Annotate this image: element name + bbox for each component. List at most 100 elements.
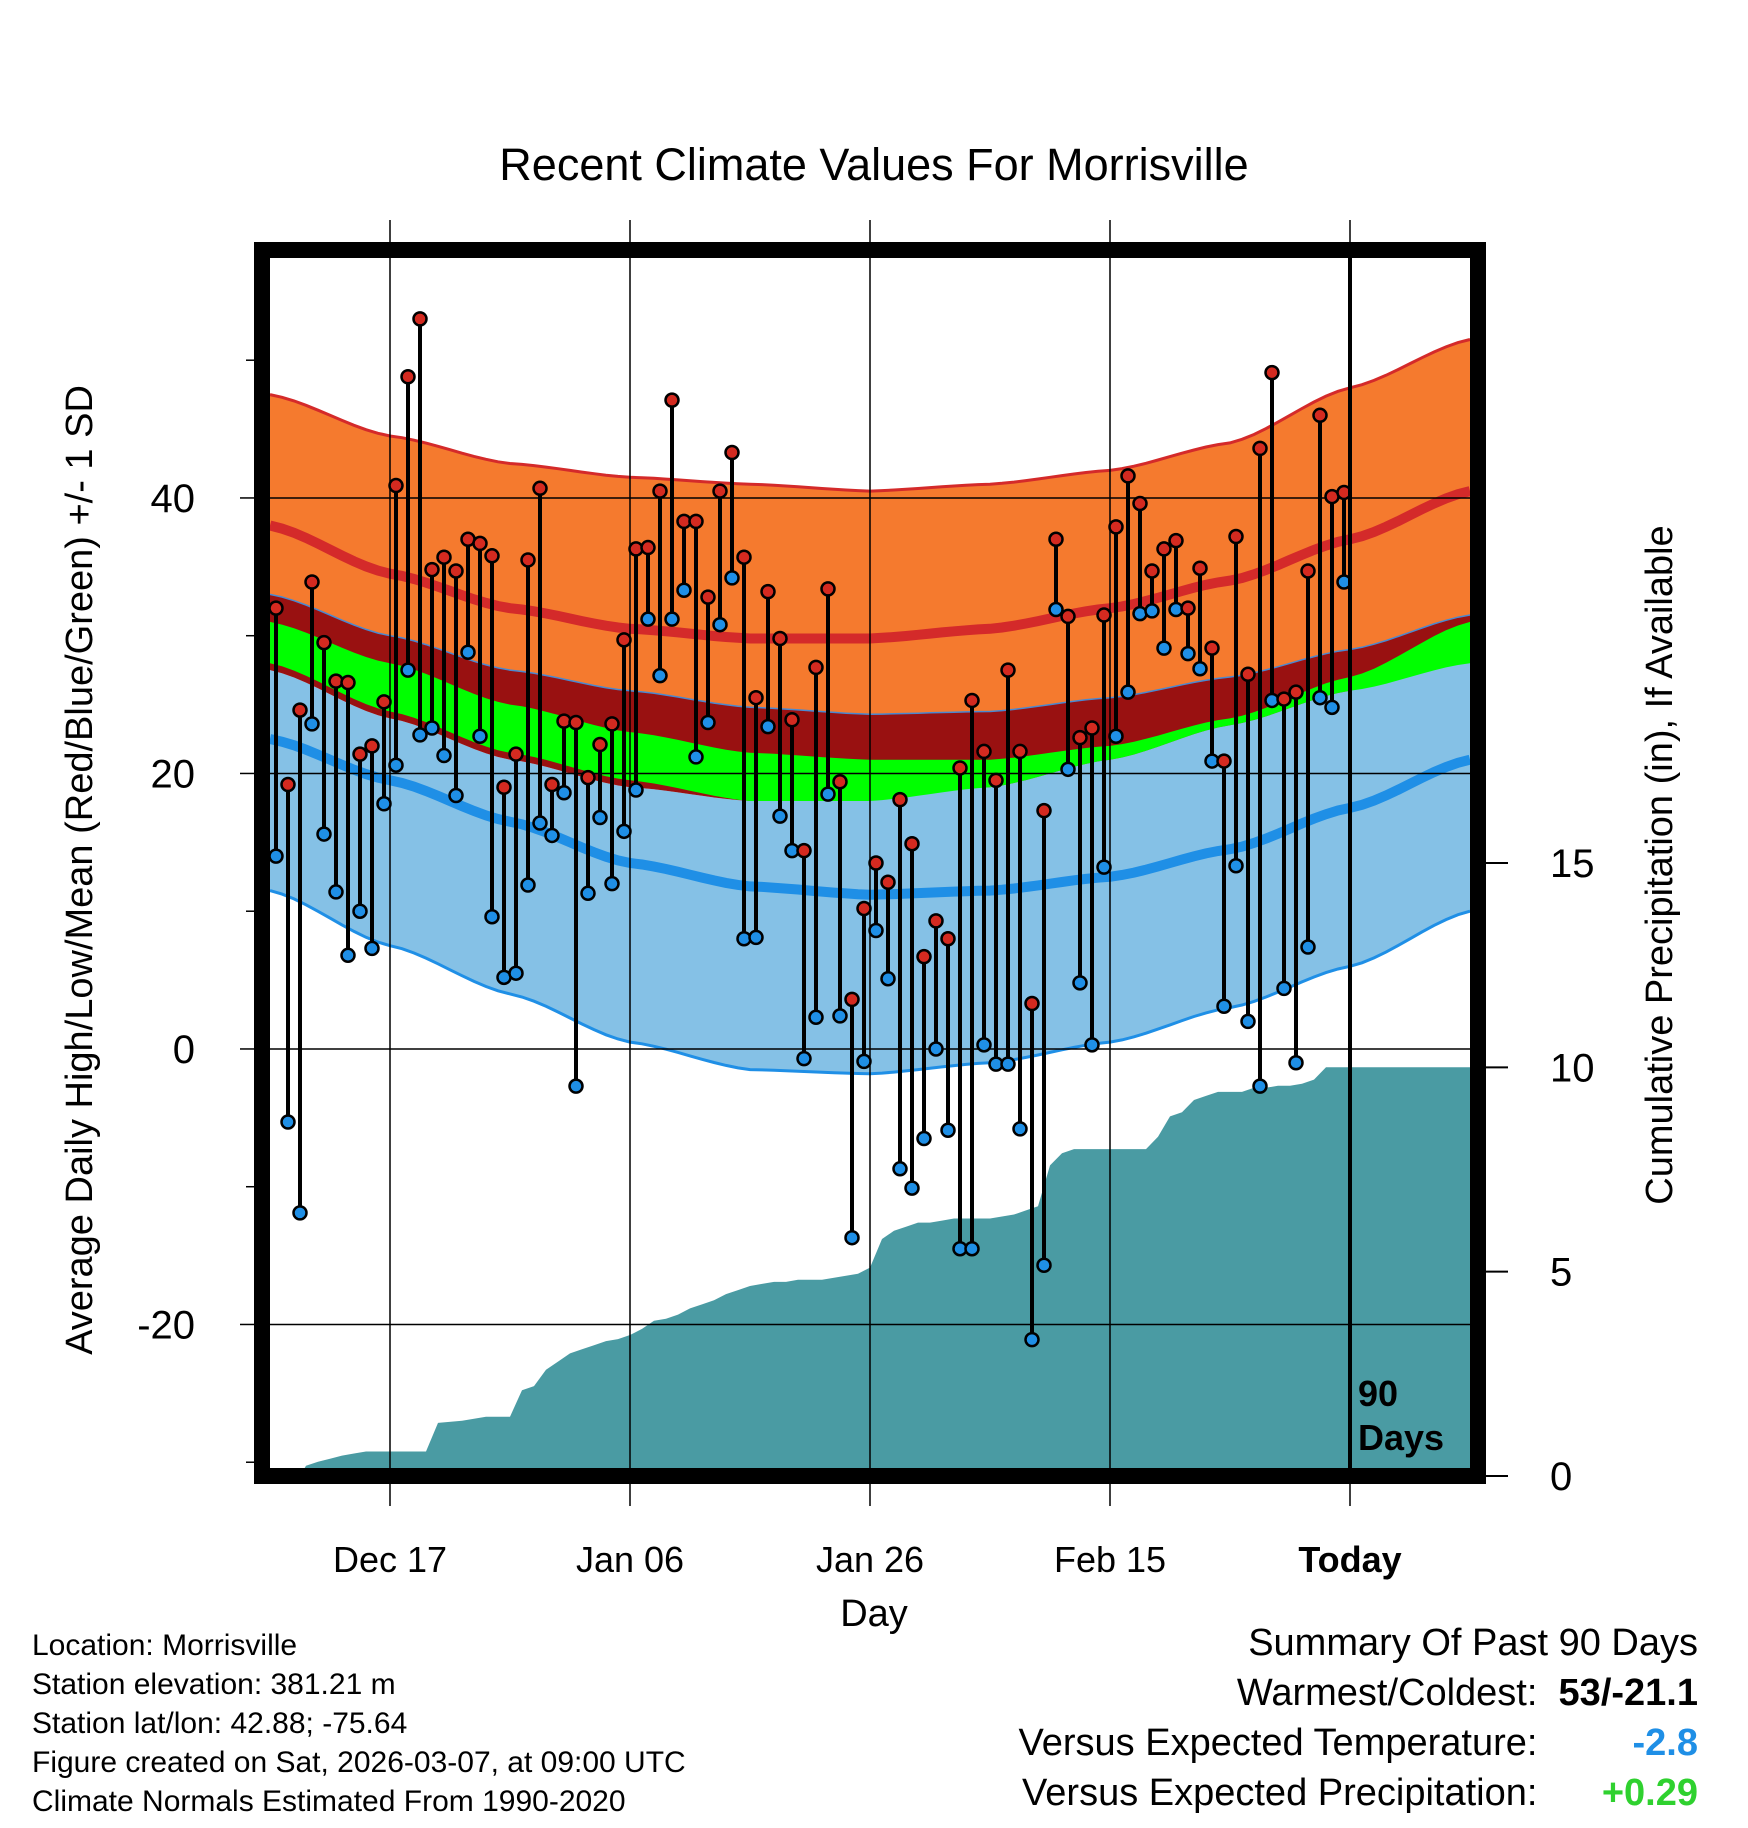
- daily-high-point: [352, 746, 368, 762]
- daily-high-point: [292, 702, 308, 718]
- daily-low-point: [748, 929, 764, 946]
- daily-low-point: [580, 885, 596, 902]
- daily-low-point: [640, 611, 656, 627]
- daily-low-point: [820, 786, 836, 802]
- daily-high-point: [844, 991, 860, 1008]
- daily-low-point: [628, 782, 644, 798]
- daily-low-point: [592, 809, 608, 826]
- daily-low-point: [1312, 689, 1328, 706]
- daily-low-point: [292, 1205, 308, 1221]
- daily-low-point: [700, 714, 716, 731]
- daily-low-point: [1276, 980, 1292, 997]
- y-tick-label: -20: [137, 1303, 195, 1347]
- daily-low-point: [976, 1037, 992, 1053]
- mean-sd-band: [270, 621, 1470, 801]
- daily-low-point: [1108, 728, 1124, 745]
- daily-low-point: [388, 757, 404, 773]
- x-tick-label: Jan 26: [816, 1539, 924, 1580]
- daily-low-point: [904, 1180, 920, 1196]
- daily-high-point: [976, 743, 992, 760]
- y2-tick-label: 5: [1550, 1251, 1572, 1295]
- daily-low-point: [844, 1229, 860, 1246]
- daily-low-point: [484, 908, 500, 925]
- daily-low-point: [868, 922, 884, 939]
- daily-high-point: [532, 480, 548, 497]
- plot-frame: [254, 242, 1486, 1484]
- daily-high-point: [544, 776, 560, 793]
- daily-low-point: [268, 848, 284, 864]
- daily-low-point: [760, 718, 776, 735]
- temp-label: Versus Expected Temperature:: [1018, 1722, 1538, 1764]
- daily-high-point: [1036, 802, 1052, 819]
- created-text: Figure created on Sat, 2026-03-07, at 09…: [32, 1746, 686, 1779]
- daily-high-point: [904, 835, 920, 852]
- daily-low-point: [664, 611, 680, 627]
- daily-high-point: [448, 563, 464, 579]
- daily-high-point: [1192, 560, 1208, 576]
- daily-low-point: [280, 1114, 296, 1130]
- daily-high-point: [268, 600, 284, 616]
- daily-high-point: [880, 874, 896, 891]
- daily-high-point: [820, 581, 836, 597]
- daily-high-point: [388, 477, 404, 494]
- daily-low-point: [856, 1053, 872, 1070]
- daily-low-point: [424, 720, 440, 736]
- daily-high-point: [892, 791, 908, 808]
- temp-value: -2.8: [1632, 1722, 1698, 1764]
- daily-low-point: [1240, 1013, 1256, 1030]
- station-info: Location: Morrisville Station elevation:…: [32, 1626, 686, 1821]
- summary-precip-row: Versus Expected Precipitation: +0.29: [1019, 1768, 1698, 1818]
- daily-low-point: [1084, 1037, 1100, 1053]
- precip-value: +0.29: [1601, 1772, 1698, 1814]
- daily-low-point: [808, 1009, 824, 1026]
- daily-low-point: [1216, 998, 1232, 1015]
- daily-low-point: [1324, 699, 1340, 716]
- daily-high-point: [1096, 607, 1112, 623]
- daily-low-point: [1036, 1257, 1052, 1273]
- latlon-text: Station lat/lon: 42.88; -75.64: [32, 1707, 408, 1740]
- daily-high-point: [412, 311, 428, 327]
- today-days-word: Days: [1358, 1417, 1444, 1458]
- daily-low-point: [796, 1050, 812, 1067]
- daily-low-point: [1060, 761, 1076, 778]
- daily-low-point: [508, 965, 524, 981]
- warmest-label: Warmest/Coldest:: [1236, 1672, 1538, 1714]
- y-tick-label: 40: [151, 477, 196, 521]
- today-days-number: 90: [1358, 1373, 1398, 1414]
- daily-high-point: [1276, 691, 1292, 707]
- daily-high-point: [952, 760, 968, 776]
- daily-high-point: [772, 630, 788, 647]
- warmest-value: 53/-21.1: [1558, 1672, 1698, 1714]
- daily-high-point: [1264, 364, 1280, 381]
- daily-high-point: [592, 736, 608, 753]
- daily-high-point: [808, 659, 824, 676]
- daily-high-point: [472, 535, 488, 552]
- daily-low-point: [1156, 640, 1172, 656]
- plot-inner: [262, 250, 1478, 1476]
- daily-high-point: [964, 692, 980, 709]
- daily-high-point: [1048, 531, 1064, 548]
- daily-low-point: [1144, 603, 1160, 619]
- y2-tick-label: 0: [1550, 1455, 1572, 1499]
- daily-low-point: [472, 728, 488, 745]
- daily-low-point: [520, 877, 536, 893]
- daily-high-point: [1072, 729, 1088, 746]
- daily-low-point: [340, 947, 356, 964]
- daily-high-point: [340, 674, 356, 691]
- x-tick-label: Jan 06: [576, 1539, 684, 1580]
- daily-low-point: [376, 796, 392, 812]
- x-tick-label: Dec 17: [333, 1539, 447, 1580]
- daily-low-point: [964, 1240, 980, 1257]
- y2-axis-label: Cumulative Precipitation (in), If Availa…: [1639, 525, 1681, 1204]
- summary-panel: Summary Of Past 90 Days Warmest/Coldest:…: [1019, 1618, 1698, 1818]
- daily-high-point: [1060, 608, 1076, 625]
- daily-high-point: [424, 561, 440, 578]
- daily-low-point: [712, 616, 728, 633]
- daily-low-point: [604, 875, 620, 892]
- daily-high-point: [1216, 753, 1232, 769]
- daily-high-point: [1312, 407, 1328, 424]
- chart-title: Recent Climate Values For Morrisville: [499, 139, 1248, 190]
- daily-low-point: [676, 582, 692, 598]
- daily-high-point: [304, 574, 320, 590]
- daily-high-point: [1300, 563, 1316, 579]
